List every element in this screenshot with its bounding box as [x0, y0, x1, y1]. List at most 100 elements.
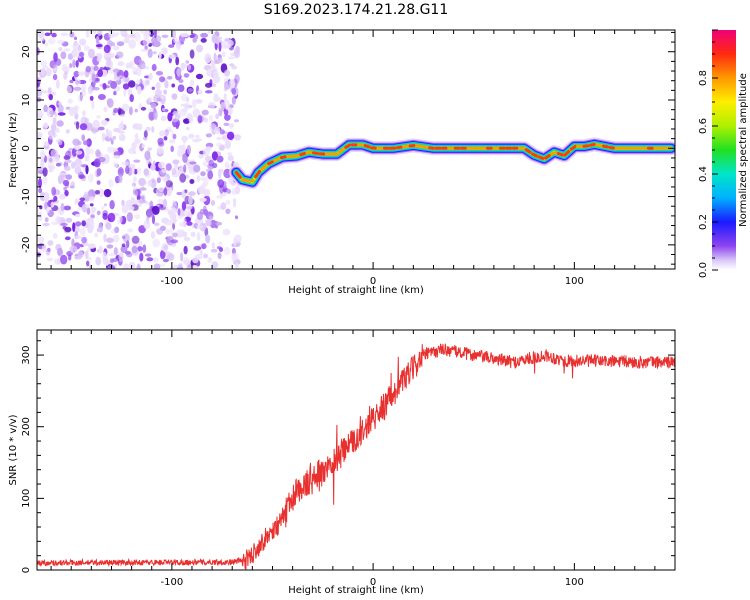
- noise-blob: [106, 237, 114, 244]
- noise-blob: [168, 44, 175, 48]
- noise-blob: [46, 257, 53, 262]
- noise-blob: [213, 93, 219, 103]
- noise-blob: [175, 120, 179, 130]
- noise-blob: [202, 147, 210, 157]
- noise-blob: [75, 121, 80, 130]
- noise-blob: [131, 196, 135, 201]
- noise-blob: [38, 187, 43, 194]
- noise-blob: [160, 225, 166, 231]
- noise-blob: [180, 32, 189, 38]
- noise-blob: [70, 161, 76, 169]
- noise-blob: [85, 165, 89, 175]
- noise-blob: [189, 179, 195, 184]
- y-tick-label: 0: [21, 145, 32, 151]
- noise-blob: [150, 179, 157, 189]
- noise-blob: [185, 60, 190, 64]
- noise-blob: [108, 30, 114, 39]
- noise-blob: [223, 122, 230, 126]
- noise-blob: [152, 51, 157, 55]
- noise-blob: [211, 60, 216, 70]
- noise-blob: [173, 264, 180, 268]
- noise-blob: [39, 162, 45, 169]
- noise-blob: [186, 205, 193, 210]
- noise-blob: [158, 186, 164, 193]
- noise-blob: [37, 169, 45, 175]
- noise-blob: [59, 193, 66, 200]
- snr-series-line: [37, 343, 675, 570]
- noise-blob: [79, 52, 84, 57]
- noise-blob: [207, 30, 212, 34]
- noise-blob: [55, 215, 61, 225]
- noise-blob: [118, 75, 123, 79]
- noise-blob: [180, 229, 185, 235]
- y-tick-label: 300: [21, 346, 32, 365]
- noise-blob: [161, 47, 168, 55]
- noise-blob: [134, 133, 139, 140]
- noise-blob: [183, 236, 191, 242]
- noise-blob: [53, 67, 58, 72]
- noise-blob: [87, 243, 96, 249]
- noise-blob: [79, 197, 86, 202]
- noise-blob: [198, 153, 204, 159]
- y-tick-label: -20: [21, 237, 32, 253]
- noise-blob: [163, 244, 168, 250]
- noise-blob: [95, 256, 102, 266]
- noise-blob: [42, 222, 50, 227]
- noise-blob: [121, 199, 125, 206]
- noise-blob: [188, 133, 195, 139]
- noise-blob: [88, 48, 95, 59]
- noise-blob: [210, 248, 218, 253]
- noise-blob: [136, 123, 143, 131]
- noise-blob: [228, 56, 235, 60]
- noise-blob: [183, 73, 190, 78]
- noise-blob: [63, 205, 72, 211]
- noise-blob: [171, 168, 177, 175]
- noise-blob: [178, 263, 183, 268]
- noise-blob: [118, 174, 123, 183]
- noise-blob: [143, 130, 148, 138]
- noise-blob: [165, 229, 170, 235]
- noise-blob: [150, 231, 156, 240]
- noise-blob: [167, 112, 173, 122]
- noise-blob: [225, 199, 231, 205]
- noise-blob: [114, 70, 118, 80]
- noise-blob: [181, 190, 186, 199]
- noise-blob: [188, 114, 194, 124]
- snr-axes: -100 0 100 0 100 200 300: [21, 330, 676, 588]
- noise-blob: [127, 88, 133, 96]
- noise-blob: [156, 36, 162, 42]
- noise-blob: [43, 192, 50, 202]
- noise-blob: [113, 127, 121, 133]
- noise-blob: [234, 185, 241, 195]
- noise-blob: [151, 63, 157, 72]
- noise-blob: [225, 208, 231, 215]
- noise-blob: [67, 98, 74, 104]
- noise-blob: [73, 86, 81, 92]
- noise-blob: [160, 115, 167, 122]
- noise-blob: [82, 110, 86, 116]
- noise-blob: [174, 164, 178, 168]
- noise-blob: [110, 80, 117, 89]
- noise-blob: [57, 247, 63, 257]
- noise-blob: [40, 150, 46, 160]
- noise-blob: [86, 256, 92, 261]
- noise-blob: [61, 63, 68, 72]
- noise-blob: [192, 108, 201, 118]
- noise-blob: [47, 240, 54, 246]
- noise-blob: [48, 37, 56, 45]
- noise-blob: [60, 254, 68, 265]
- noise-blob: [219, 129, 225, 135]
- noise-blob: [145, 126, 151, 132]
- noise-blob: [88, 219, 93, 230]
- noise-blob: [136, 193, 141, 201]
- noise-blob: [145, 253, 152, 257]
- noise-blob: [227, 39, 234, 47]
- snr-x-axis-label: Height of straight line (km): [288, 585, 424, 596]
- noise-blob: [79, 123, 88, 131]
- noise-blob: [176, 67, 182, 77]
- noise-blob: [166, 235, 174, 246]
- noise-blob: [48, 165, 56, 170]
- noise-blob: [177, 167, 185, 176]
- noise-blob: [148, 72, 153, 81]
- noise-blob: [72, 41, 80, 52]
